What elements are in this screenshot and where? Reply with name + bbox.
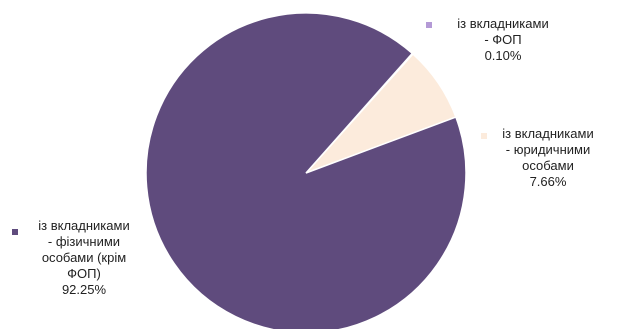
slice-value-individuals: 92.25%	[61, 282, 107, 297]
slice-label-fop: із вкладниками - ФОП 0.10%	[428, 16, 578, 64]
slice-label-individuals-line-3: особами (крім	[41, 250, 127, 265]
slice-label-individuals-line-1: із вкладниками	[38, 218, 130, 233]
slice-label-legal-entities-line-2: - юридичними	[505, 142, 591, 157]
slice-label-individuals-line-2: - фізичними	[47, 234, 121, 249]
slice-label-legal-entities: із вкладниками - юридичними особами 7.66…	[480, 126, 616, 190]
slice-label-individuals-line-4: ФОП)	[67, 266, 101, 281]
slice-label-legal-entities-line-1: із вкладниками	[502, 126, 594, 141]
pie-slice-individuals	[145, 12, 467, 329]
pie-slices	[145, 12, 467, 329]
slice-value-legal-entities: 7.66%	[529, 174, 567, 189]
legend-marker-individuals	[12, 229, 18, 235]
slice-label-individuals: із вкладниками - фізичними особами (крім…	[14, 218, 154, 298]
slice-label-fop-line-1: із вкладниками	[457, 16, 549, 31]
legend-marker-fop	[426, 22, 432, 28]
legend-marker-legal-entities	[481, 133, 487, 139]
slice-label-legal-entities-line-3: особами	[522, 158, 574, 173]
slice-label-fop-line-2: - ФОП	[484, 32, 522, 47]
slice-value-fop: 0.10%	[484, 48, 522, 63]
